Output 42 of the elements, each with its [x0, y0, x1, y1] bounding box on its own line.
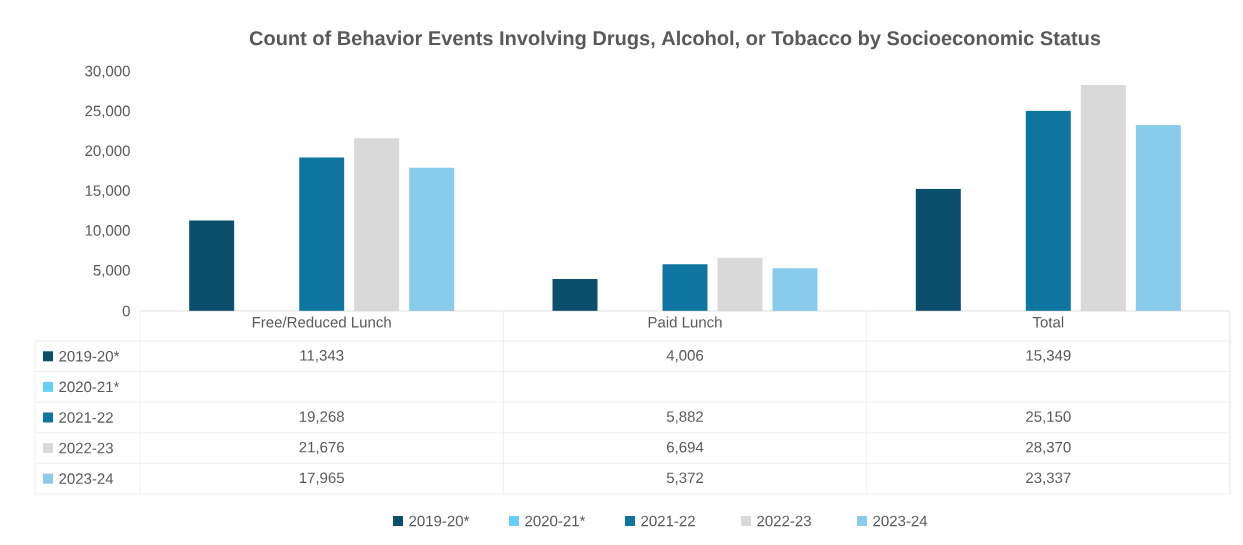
x-tick-label: Paid Lunch [648, 316, 722, 328]
data-label: 6,694 [667, 441, 704, 455]
data-label: 28,370 [1026, 441, 1071, 455]
data-label: 4,006 [666, 350, 704, 363]
bar [1025, 110, 1071, 311]
legend-label: 2021-22 [641, 515, 695, 527]
legend-label: 2020-21* [59, 381, 120, 393]
text: 2021-22 [59, 412, 113, 423]
data-label: 5,882 [666, 411, 704, 424]
x-tick-label: Free/Reduced Lunch [252, 316, 391, 328]
data-label: 21,676 [299, 441, 344, 455]
text: 2020-21* [525, 515, 586, 527]
data-label: 23,337 [1026, 472, 1071, 485]
bar [1135, 125, 1181, 311]
data-label: 11,343 [300, 350, 344, 363]
data-label: 17,965 [299, 472, 344, 485]
data-label: 15,349 [1026, 350, 1071, 363]
y-tick-label: 0 [122, 305, 130, 317]
y-tick-label: 10,000 [85, 225, 130, 238]
y-tick-label: 5,000 [93, 264, 130, 278]
y-tick-label: 30,000 [85, 65, 130, 79]
bar [189, 220, 235, 311]
data-label: 5,372 [666, 472, 704, 485]
bar [409, 167, 455, 311]
data-label: 25,150 [1026, 411, 1071, 424]
legend-label: 2023-24 [873, 515, 928, 527]
bar [299, 157, 345, 311]
legend-label: 2022-23 [757, 515, 811, 527]
x-tick-label: Total [1032, 316, 1064, 328]
bar [772, 268, 818, 311]
text: 2022-23 [59, 442, 113, 454]
text: 2023-24 [59, 473, 114, 484]
legend-label: 2019-20* [59, 350, 120, 362]
text: 2019-20* [409, 515, 470, 527]
chart-title: Count of Behavior Events Involving Drugs, Alcohol, or Tobacco by Socioeconomic Status [249, 30, 1101, 50]
bar [552, 279, 598, 311]
y-tick-label: 25,000 [85, 105, 130, 119]
y-tick-label: 20,000 [85, 145, 130, 158]
bar [662, 264, 708, 311]
y-tick-label: 15,000 [85, 185, 130, 198]
bar [915, 188, 961, 311]
data-label: 19,268 [299, 411, 344, 424]
